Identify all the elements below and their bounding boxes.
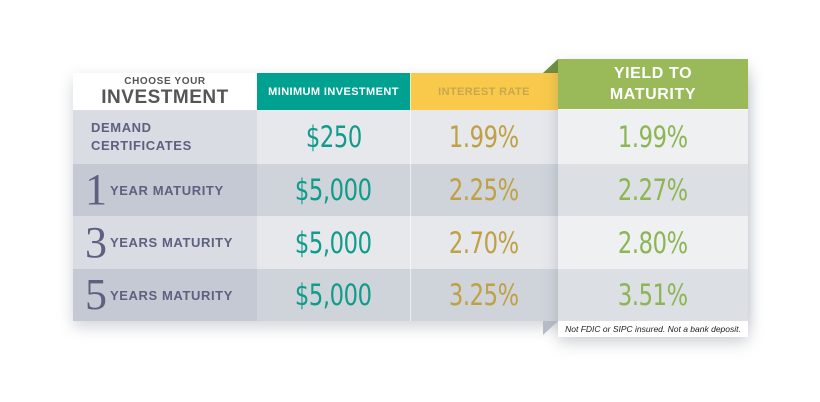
minimum-value: $5,000 [295, 278, 372, 312]
investment-column: CHOOSE YOUR INVESTMENT DEMAND CERTIFICAT… [73, 73, 257, 321]
certificates-label: CERTIFICATES [91, 138, 192, 153]
row-label-1-year: 1 YEAR MATURITY [73, 164, 257, 216]
demand-label: DEMAND [91, 120, 152, 135]
term-number: 3 [85, 217, 107, 267]
yield-value: 2.80% [618, 225, 688, 260]
interest-rate-header: INTEREST RATE [410, 73, 558, 110]
yield-value: 1.99% [618, 120, 688, 154]
yield-to-maturity-column: YIELD TO MATURITY 1.99% 2.27% 2.80% 3.51… [558, 59, 748, 337]
yield-to-maturity-header: YIELD TO MATURITY [558, 59, 748, 109]
yield-header-line2: MATURITY [609, 86, 697, 103]
term-label: YEARS MATURITY [110, 287, 233, 303]
rates-table: CHOOSE YOUR INVESTMENT DEMAND CERTIFICAT… [73, 73, 558, 321]
interest-value: 2.25% [449, 173, 519, 207]
interest-value: 3.25% [449, 278, 519, 312]
term-number: 5 [85, 270, 107, 319]
footer-fold-decoration [543, 321, 558, 335]
minimum-value: $5,000 [295, 173, 372, 207]
interest-value: 1.99% [449, 120, 519, 154]
investment-column-header: CHOOSE YOUR INVESTMENT [73, 73, 257, 110]
yield-header-line1: YIELD TO [613, 65, 693, 82]
disclaimer-footnote: Not FDIC or SIPC insured. Not a bank dep… [565, 324, 741, 334]
term-number: 1 [85, 165, 107, 214]
yield-value: 2.27% [618, 173, 688, 207]
minimum-investment-header: MINIMUM INVESTMENT [257, 73, 410, 110]
interest-rate-column: INTEREST RATE 1.99% 2.25% 2.70% 3.25% [410, 73, 558, 321]
investment-label: INVESTMENT [101, 86, 229, 108]
row-label-3-years: 3 YEARS MATURITY [73, 216, 257, 269]
term-label: YEAR MATURITY [110, 182, 224, 198]
header-fold-decoration [543, 59, 558, 73]
yield-value: 3.51% [618, 278, 688, 312]
column-divider [410, 73, 411, 321]
choose-your-label: CHOOSE YOUR [124, 75, 206, 87]
row-label-demand: DEMAND CERTIFICATES [73, 110, 257, 164]
term-label: YEARS MATURITY [110, 235, 233, 250]
minimum-value: $250 [305, 120, 362, 154]
minimum-value: $5,000 [295, 225, 372, 260]
minimum-investment-column: MINIMUM INVESTMENT $250 $5,000 $5,000 $5… [257, 73, 410, 321]
row-label-5-years: 5 YEARS MATURITY [73, 269, 257, 321]
interest-value: 2.70% [449, 225, 519, 260]
